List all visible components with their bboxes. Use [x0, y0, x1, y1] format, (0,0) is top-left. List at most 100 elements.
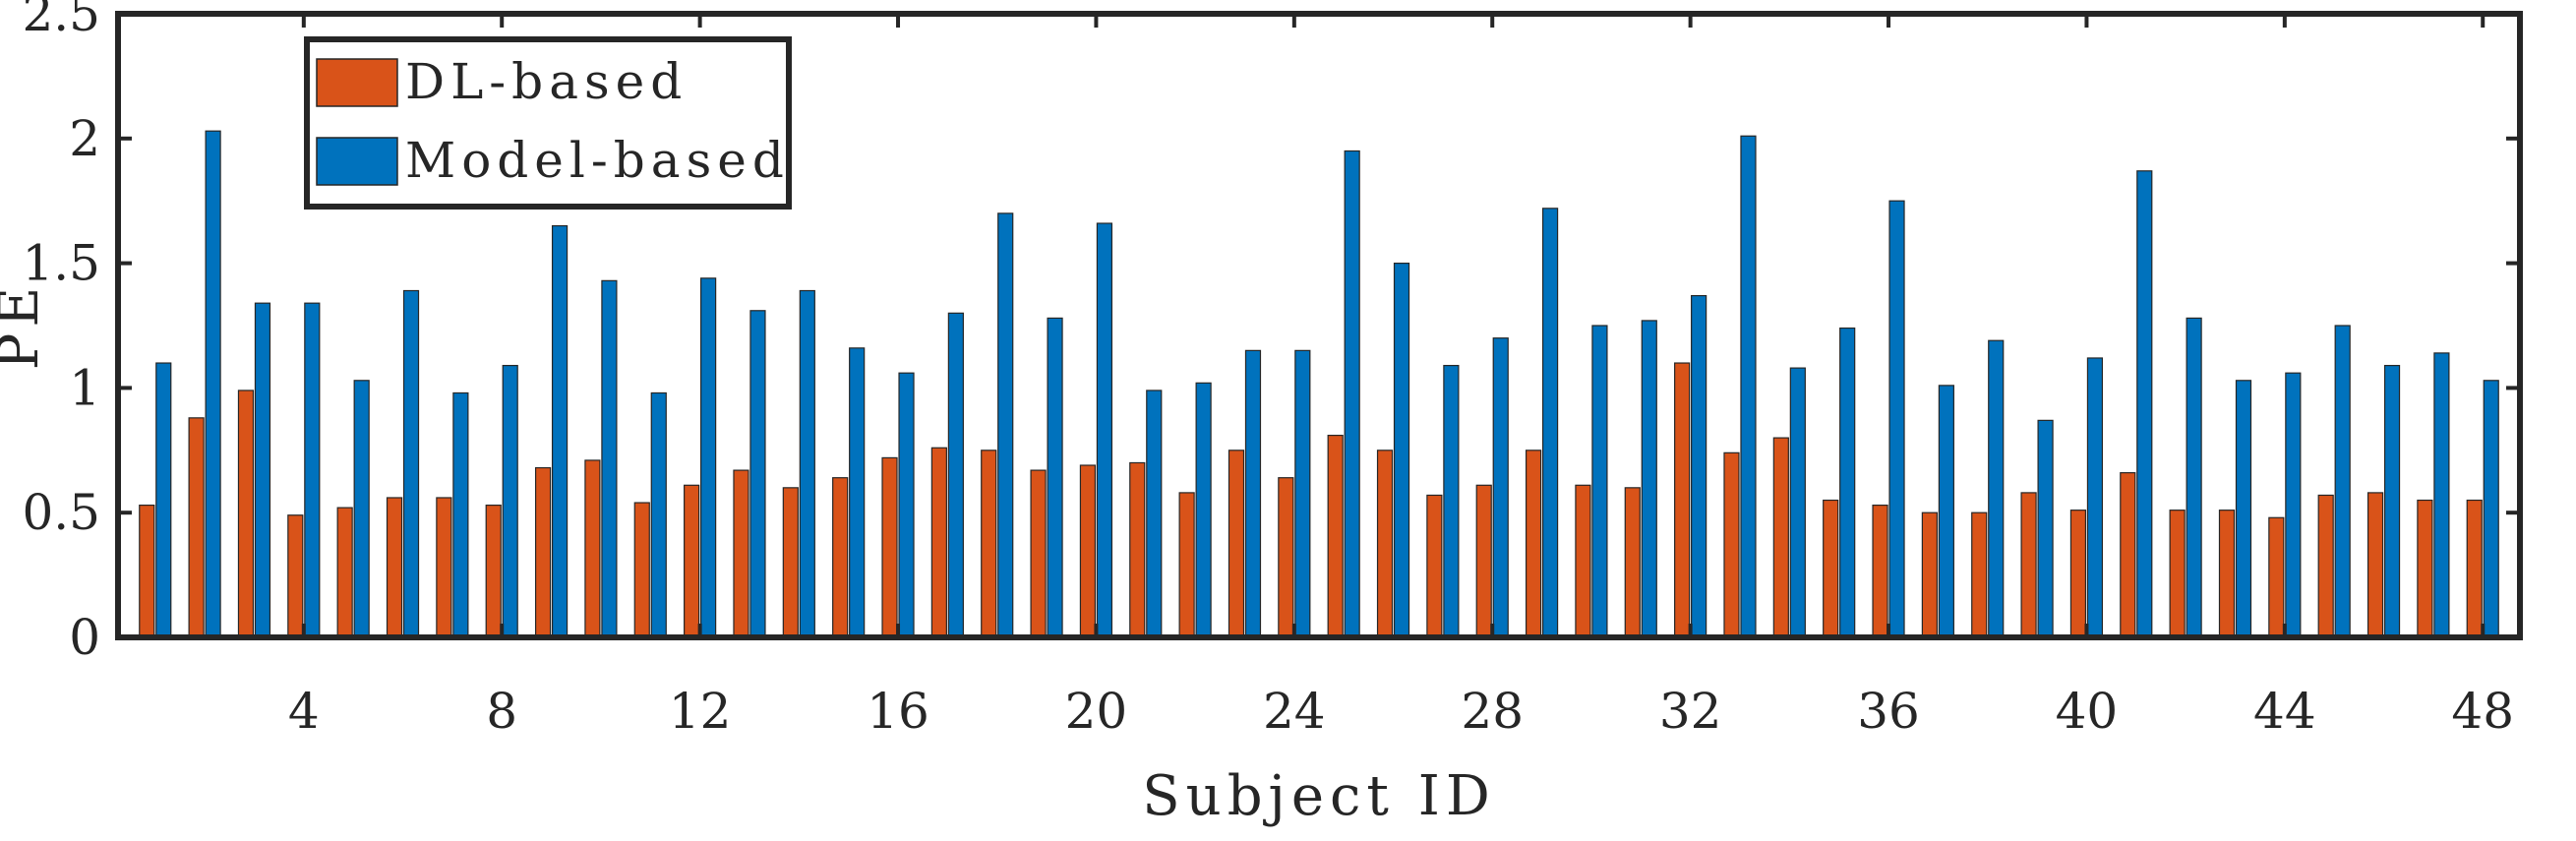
bar-dl-based-subject-3: [237, 390, 255, 638]
bar-model-based-subject-8: [502, 364, 518, 638]
bar-dl-based-subject-7: [436, 497, 452, 638]
bar-dl-based-subject-23: [1228, 450, 1245, 638]
bar-dl-based-subject-39: [2020, 492, 2037, 638]
bar-dl-based-subject-46: [2366, 492, 2384, 638]
bar-dl-based-subject-12: [684, 484, 700, 638]
bar-model-based-subject-11: [650, 391, 667, 638]
y-tick-label: 1.5: [22, 235, 100, 292]
bar-dl-based-subject-29: [1525, 450, 1542, 638]
bar-model-based-subject-17: [947, 312, 964, 638]
x-tick-label: 4: [288, 683, 320, 740]
y-tick-label: 2: [69, 110, 100, 167]
bar-dl-based-subject-48: [2466, 499, 2483, 638]
bar-model-based-subject-29: [1541, 208, 1559, 638]
y-axis-title: PE: [0, 281, 51, 371]
bar-dl-based-subject-45: [2317, 494, 2334, 638]
bar-model-based-subject-27: [1443, 364, 1460, 638]
bar-dl-based-subject-2: [188, 417, 205, 638]
bar-dl-based-subject-31: [1624, 487, 1641, 638]
x-axis-title: Subject ID: [1142, 764, 1495, 828]
bar-dl-based-subject-20: [1079, 464, 1097, 638]
bar-model-based-subject-7: [452, 391, 469, 638]
bar-model-based-subject-13: [749, 310, 766, 638]
legend-label-dl-based: DL-based: [405, 53, 688, 110]
bar-dl-based-subject-36: [1872, 504, 1888, 638]
bar-model-based-subject-15: [849, 347, 866, 638]
bar-model-based-subject-46: [2383, 364, 2401, 638]
bar-model-based-subject-34: [1789, 367, 1806, 638]
bar-model-based-subject-44: [2285, 372, 2302, 638]
bar-model-based-subject-33: [1740, 135, 1757, 638]
bar-dl-based-subject-26: [1376, 450, 1394, 638]
bar-dl-based-subject-18: [981, 450, 997, 638]
bar-dl-based-subject-13: [733, 469, 749, 638]
bar-model-based-subject-19: [1047, 317, 1063, 638]
bar-dl-based-subject-25: [1327, 434, 1344, 638]
bar-model-based-subject-6: [402, 289, 420, 638]
bar-dl-based-subject-8: [485, 504, 502, 638]
bar-model-based-subject-36: [1888, 200, 1905, 638]
bar-dl-based-subject-11: [633, 502, 650, 638]
bar-dl-based-subject-21: [1129, 461, 1146, 638]
x-tick-label: 16: [867, 683, 929, 740]
x-tick-label: 36: [1857, 683, 1920, 740]
bar-model-based-subject-37: [1938, 385, 1954, 638]
x-tick-label: 12: [669, 683, 732, 740]
y-tick-label: 1: [69, 359, 100, 416]
bar-dl-based-subject-16: [881, 456, 898, 638]
bar-dl-based-subject-14: [782, 487, 799, 638]
x-tick-label: 24: [1263, 683, 1326, 740]
x-tick-label: 20: [1065, 683, 1128, 740]
bar-dl-based-subject-37: [1921, 511, 1938, 638]
bar-model-based-subject-40: [2086, 357, 2104, 638]
bar-dl-based-subject-30: [1575, 484, 1591, 638]
bar-dl-based-subject-32: [1674, 362, 1691, 638]
bar-model-based-subject-24: [1294, 349, 1311, 638]
bar-dl-based-subject-43: [2218, 510, 2236, 638]
bar-dl-based-subject-27: [1426, 494, 1443, 638]
bar-dl-based-subject-5: [336, 507, 353, 638]
bar-model-based-subject-2: [205, 130, 221, 638]
x-tick-label: 32: [1659, 683, 1722, 740]
bar-dl-based-subject-38: [1971, 511, 1988, 638]
bar-model-based-subject-10: [601, 279, 618, 638]
bar-model-based-subject-21: [1146, 390, 1163, 638]
bar-dl-based-subject-1: [139, 504, 155, 638]
bar-dl-based-subject-17: [930, 447, 947, 638]
bar-dl-based-subject-47: [2417, 499, 2433, 638]
bar-model-based-subject-42: [2186, 317, 2202, 638]
legend-swatch-model-based: [316, 137, 398, 186]
bar-model-based-subject-1: [155, 362, 172, 638]
bar-model-based-subject-12: [700, 277, 717, 638]
legend-swatch-dl-based: [316, 58, 398, 107]
bar-model-based-subject-45: [2334, 325, 2351, 638]
bar-model-based-subject-16: [898, 372, 915, 638]
bar-dl-based-subject-40: [2069, 510, 2087, 638]
y-tick-label: 2.5: [22, 0, 100, 42]
bar-dl-based-subject-34: [1772, 437, 1789, 638]
bar-dl-based-subject-9: [534, 466, 552, 638]
legend: DL-based Model-based: [304, 36, 792, 210]
bar-model-based-subject-22: [1195, 382, 1212, 638]
bar-model-based-subject-32: [1691, 294, 1707, 638]
bar-model-based-subject-48: [2483, 380, 2499, 638]
bar-model-based-subject-5: [353, 380, 370, 638]
y-tick-label: 0.5: [22, 484, 100, 541]
bar-dl-based-subject-35: [1823, 499, 1839, 638]
bar-dl-based-subject-22: [1178, 492, 1195, 638]
bar-model-based-subject-18: [997, 212, 1014, 638]
bar-model-based-subject-4: [304, 302, 321, 638]
bar-dl-based-subject-28: [1475, 484, 1492, 638]
bar-dl-based-subject-15: [832, 477, 849, 638]
bar-dl-based-subject-33: [1723, 451, 1740, 638]
bar-model-based-subject-26: [1393, 263, 1410, 638]
bar-model-based-subject-43: [2235, 380, 2252, 638]
bar-model-based-subject-9: [551, 224, 569, 638]
bar-model-based-subject-3: [254, 302, 271, 638]
bar-model-based-subject-23: [1244, 349, 1262, 638]
bar-model-based-subject-14: [799, 289, 815, 638]
bar-model-based-subject-20: [1096, 222, 1113, 638]
y-tick-label: 0: [69, 609, 100, 666]
legend-label-model-based: Model-based: [405, 132, 790, 189]
